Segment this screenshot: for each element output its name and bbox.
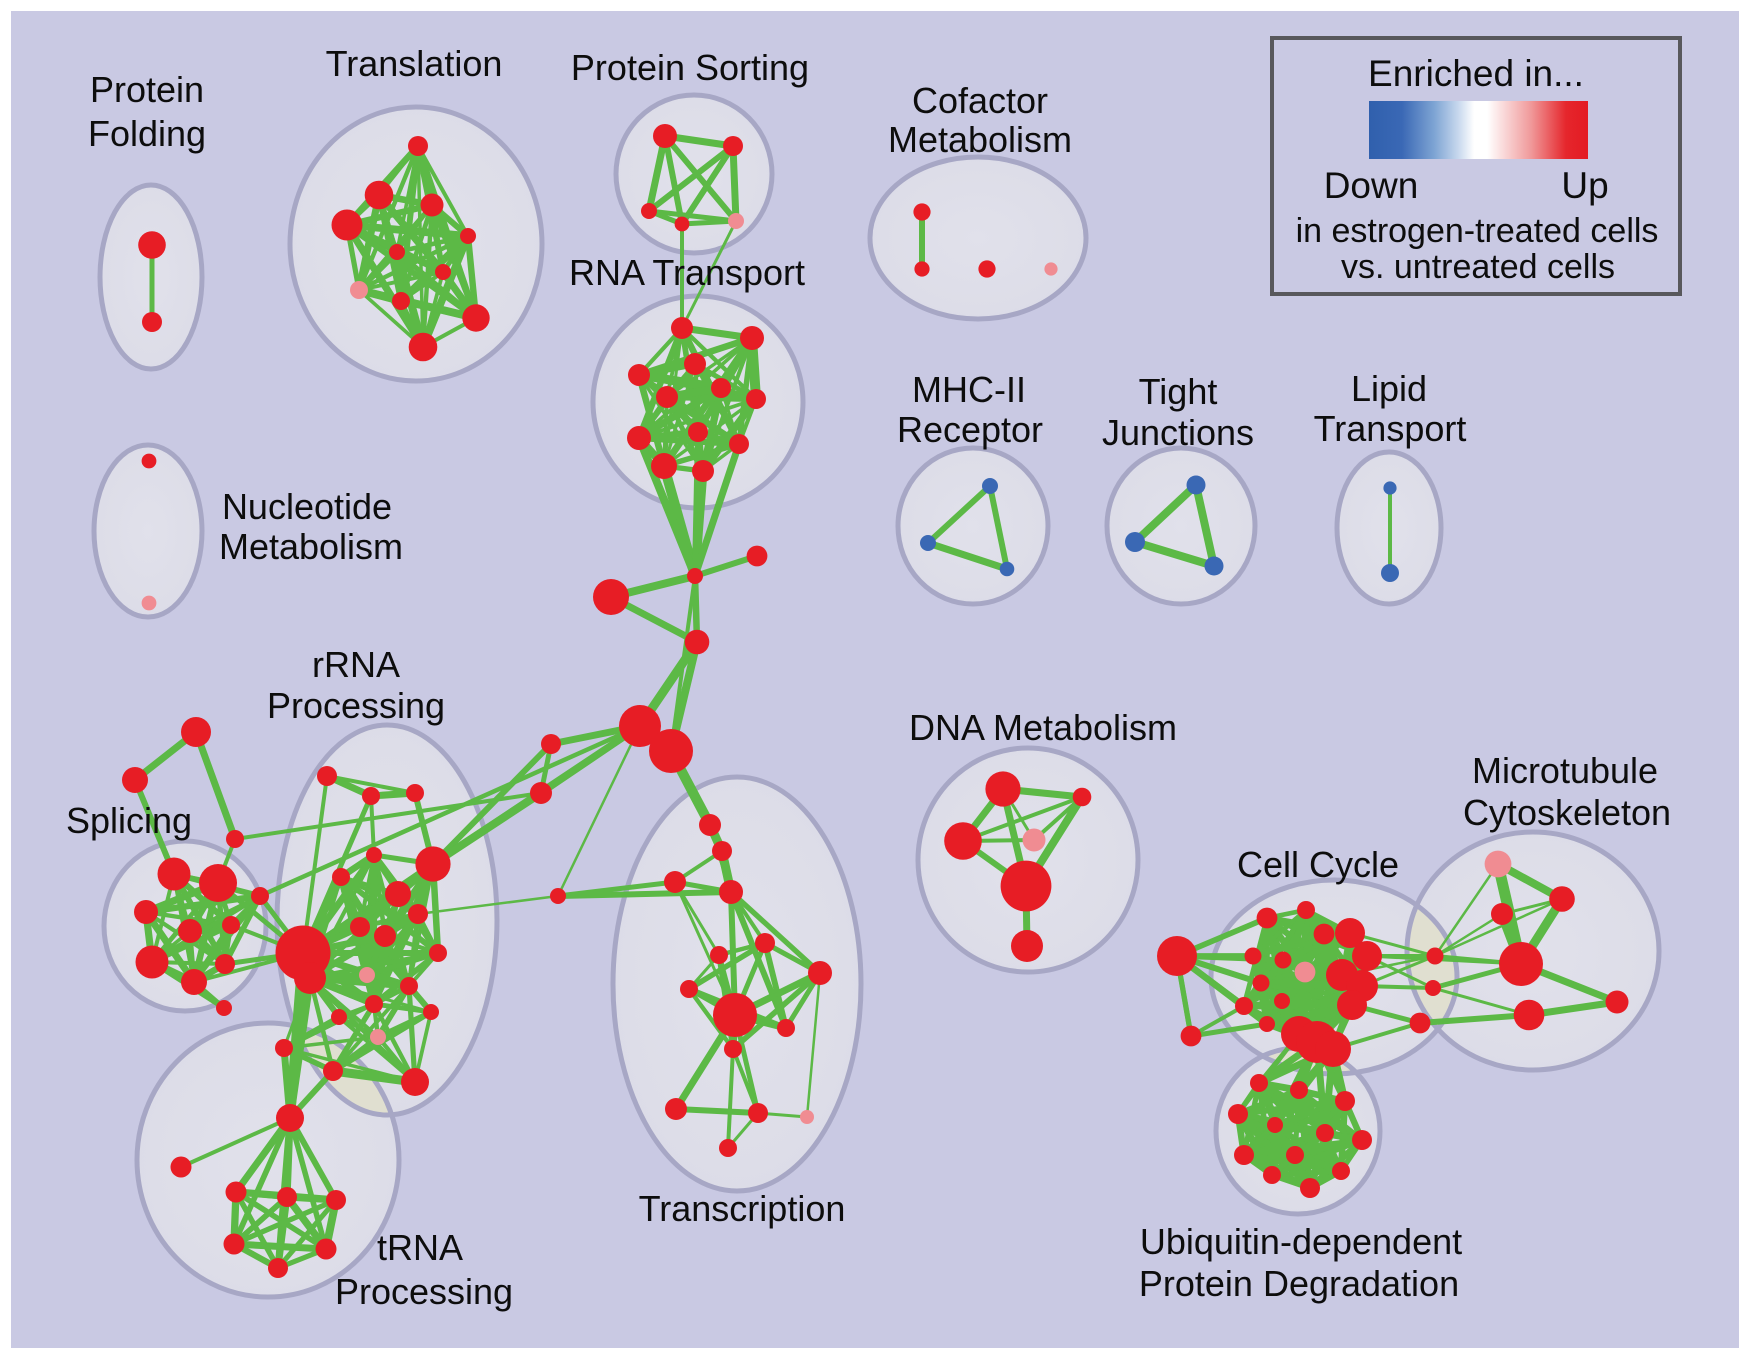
svg-text:Transcription: Transcription (639, 1188, 846, 1229)
svg-text:Lipid: Lipid (1351, 368, 1427, 409)
svg-text:Nucleotide: Nucleotide (222, 486, 392, 527)
svg-text:Ubiquitin-dependent: Ubiquitin-dependent (1140, 1221, 1462, 1262)
svg-text:Processing: Processing (335, 1271, 513, 1312)
svg-text:vs. untreated cells: vs. untreated cells (1341, 248, 1615, 286)
svg-text:Protein: Protein (90, 69, 204, 110)
svg-text:Cell Cycle: Cell Cycle (1237, 844, 1399, 885)
svg-text:rRNA: rRNA (312, 644, 400, 685)
svg-text:Transport: Transport (1314, 408, 1467, 449)
svg-text:Translation: Translation (326, 43, 503, 84)
svg-text:Up: Up (1561, 165, 1608, 206)
svg-text:Tight: Tight (1139, 371, 1218, 412)
svg-text:Receptor: Receptor (897, 409, 1043, 450)
svg-text:Cofactor: Cofactor (912, 80, 1048, 121)
svg-text:Down: Down (1324, 165, 1419, 206)
svg-text:Protein Degradation: Protein Degradation (1139, 1263, 1459, 1304)
svg-text:Protein Sorting: Protein Sorting (571, 47, 809, 88)
svg-text:Microtubule: Microtubule (1472, 750, 1658, 791)
svg-text:RNA Transport: RNA Transport (569, 252, 805, 293)
svg-text:Enriched in...: Enriched in... (1368, 53, 1584, 94)
svg-text:Junctions: Junctions (1102, 412, 1254, 453)
svg-text:Cytoskeleton: Cytoskeleton (1463, 792, 1671, 833)
svg-text:Folding: Folding (88, 113, 206, 154)
svg-text:in estrogen-treated cells: in estrogen-treated cells (1296, 212, 1659, 250)
svg-text:DNA Metabolism: DNA Metabolism (909, 707, 1177, 748)
svg-text:Metabolism: Metabolism (888, 119, 1072, 160)
svg-text:Splicing: Splicing (66, 800, 192, 841)
svg-text:Processing: Processing (267, 685, 445, 726)
svg-text:MHC-II: MHC-II (912, 369, 1026, 410)
svg-text:Metabolism: Metabolism (219, 526, 403, 567)
svg-text:tRNA: tRNA (377, 1227, 463, 1268)
